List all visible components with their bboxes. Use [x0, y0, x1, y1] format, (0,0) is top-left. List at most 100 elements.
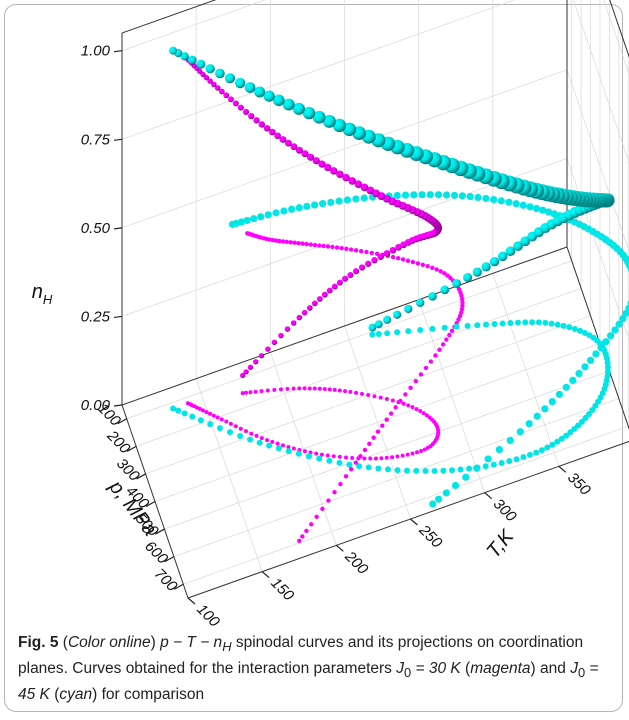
- series-1-floor-point: [483, 321, 490, 328]
- series-0-point: [258, 121, 266, 128]
- series-0-wall-point: [309, 522, 314, 527]
- series-0-point: [377, 253, 384, 260]
- series-0-point: [306, 305, 313, 311]
- series-1-floor-point: [577, 327, 584, 334]
- series-1-wall-point: [586, 356, 595, 364]
- series-1-wall-point: [458, 192, 467, 200]
- series-0-wall-point: [395, 256, 401, 261]
- series-1-wall-point: [311, 201, 319, 209]
- series-0-floor-point: [297, 386, 302, 391]
- series-0-point: [232, 100, 239, 107]
- series-0-point: [316, 296, 323, 302]
- series-1-floor-point: [544, 444, 551, 451]
- series-1-floor-point: [449, 467, 456, 474]
- series-0-wall-point: [297, 538, 302, 543]
- series-0-floor-point: [405, 452, 410, 457]
- caption-j1: J: [396, 660, 404, 678]
- series-0-wall-point: [458, 310, 464, 315]
- series-0-wall-point: [308, 242, 313, 247]
- tick-p: [173, 583, 184, 590]
- series-1-point: [312, 110, 326, 124]
- caption-text-3: spinodal curves and its projections on c…: [18, 634, 584, 678]
- series-0-floor-point: [419, 448, 424, 453]
- series-0-wall-point: [367, 441, 372, 447]
- series-0-floor-point: [197, 406, 202, 411]
- series-1-floor-point: [514, 319, 521, 326]
- series-0-floor-point: [366, 393, 371, 398]
- series-1-floor-point: [595, 398, 602, 405]
- series-0-wall-point: [338, 481, 343, 487]
- series-0-point: [336, 170, 344, 179]
- series-0-wall-point: [434, 267, 439, 272]
- series-0-floor-point: [228, 421, 233, 426]
- series-0-wall-point: [348, 247, 354, 252]
- series-1-wall-point: [495, 445, 503, 454]
- series-1-floor-point: [316, 455, 323, 462]
- series-1-floor-point: [549, 441, 556, 448]
- series-0-floor-point: [401, 401, 406, 406]
- series-0-floor-point: [362, 456, 367, 461]
- tick-nH: [113, 404, 123, 407]
- series-1-wall-point: [516, 428, 524, 436]
- series-0-wall-point: [362, 447, 368, 453]
- series-0-floor-point: [395, 454, 400, 459]
- series-1-floor-point: [431, 467, 438, 474]
- axis-title-nH-main: n: [32, 281, 43, 303]
- series-1-point: [404, 304, 413, 314]
- series-0-wall-point: [296, 240, 301, 246]
- caption-j2: J: [570, 660, 578, 678]
- series-0-wall-point: [425, 264, 430, 269]
- series-1-wall-point: [426, 191, 434, 199]
- series-0-point: [365, 260, 372, 267]
- grid-lines: [121, 0, 629, 599]
- series-1-floor-point: [522, 319, 529, 326]
- series-0-wall-point: [326, 498, 331, 503]
- series-0-point: [371, 257, 378, 264]
- series-0-wall-point: [358, 454, 363, 459]
- caption-color-online: Color online: [67, 634, 151, 651]
- series-0-floor-point: [238, 426, 243, 431]
- series-1-wall-point: [539, 206, 547, 214]
- series-1-point: [481, 262, 491, 272]
- box-edge: [609, 0, 629, 58]
- tick-nH: [113, 50, 123, 53]
- series-1-floor-point: [507, 319, 514, 326]
- series-1-wall-point: [484, 455, 492, 463]
- series-0-wall-point: [280, 239, 286, 244]
- series-0-wall-point: [375, 429, 381, 434]
- series-0-floor-point: [249, 431, 254, 436]
- series-0-wall-point: [380, 423, 385, 428]
- series-0-point: [203, 74, 210, 81]
- series-1-floor-point: [554, 438, 561, 445]
- series-0-point: [360, 183, 369, 192]
- series-1-wall-point: [526, 203, 534, 211]
- tick-p: [145, 500, 156, 508]
- series-1-floor-point: [548, 320, 555, 327]
- series-1-floor-point: [216, 425, 223, 432]
- series-1-floor-point: [560, 322, 567, 329]
- series-1-wall-point: [418, 191, 426, 199]
- series-1-floor-point: [490, 461, 497, 468]
- series-1-wall-point: [482, 194, 490, 203]
- series-0-floor-point: [373, 456, 378, 461]
- series-1-floor-point: [441, 324, 448, 331]
- series-1-floor-point: [440, 467, 447, 474]
- series-0-floor-point: [322, 387, 327, 392]
- series-1-floor-point: [506, 458, 513, 465]
- series-1-floor-point: [566, 324, 573, 331]
- series-0-wall-point: [460, 303, 465, 308]
- series-1-floor-point: [227, 429, 234, 436]
- series-1-point: [440, 285, 450, 295]
- series-0-wall-point: [408, 385, 413, 390]
- series-1-wall-point: [264, 211, 272, 219]
- series-1-floor-point: [336, 459, 343, 466]
- series-0-point: [301, 309, 308, 316]
- series-0-wall-point: [420, 262, 426, 267]
- tick-label-nH: 1.00: [81, 43, 111, 60]
- box-edge: [121, 246, 568, 406]
- series-0-floor-point: [278, 387, 283, 392]
- series-1-floor-point: [405, 328, 412, 335]
- series-1-wall-point: [451, 481, 460, 490]
- tick-label-nH: 0.00: [81, 397, 111, 414]
- series-0-floor-point: [272, 387, 277, 392]
